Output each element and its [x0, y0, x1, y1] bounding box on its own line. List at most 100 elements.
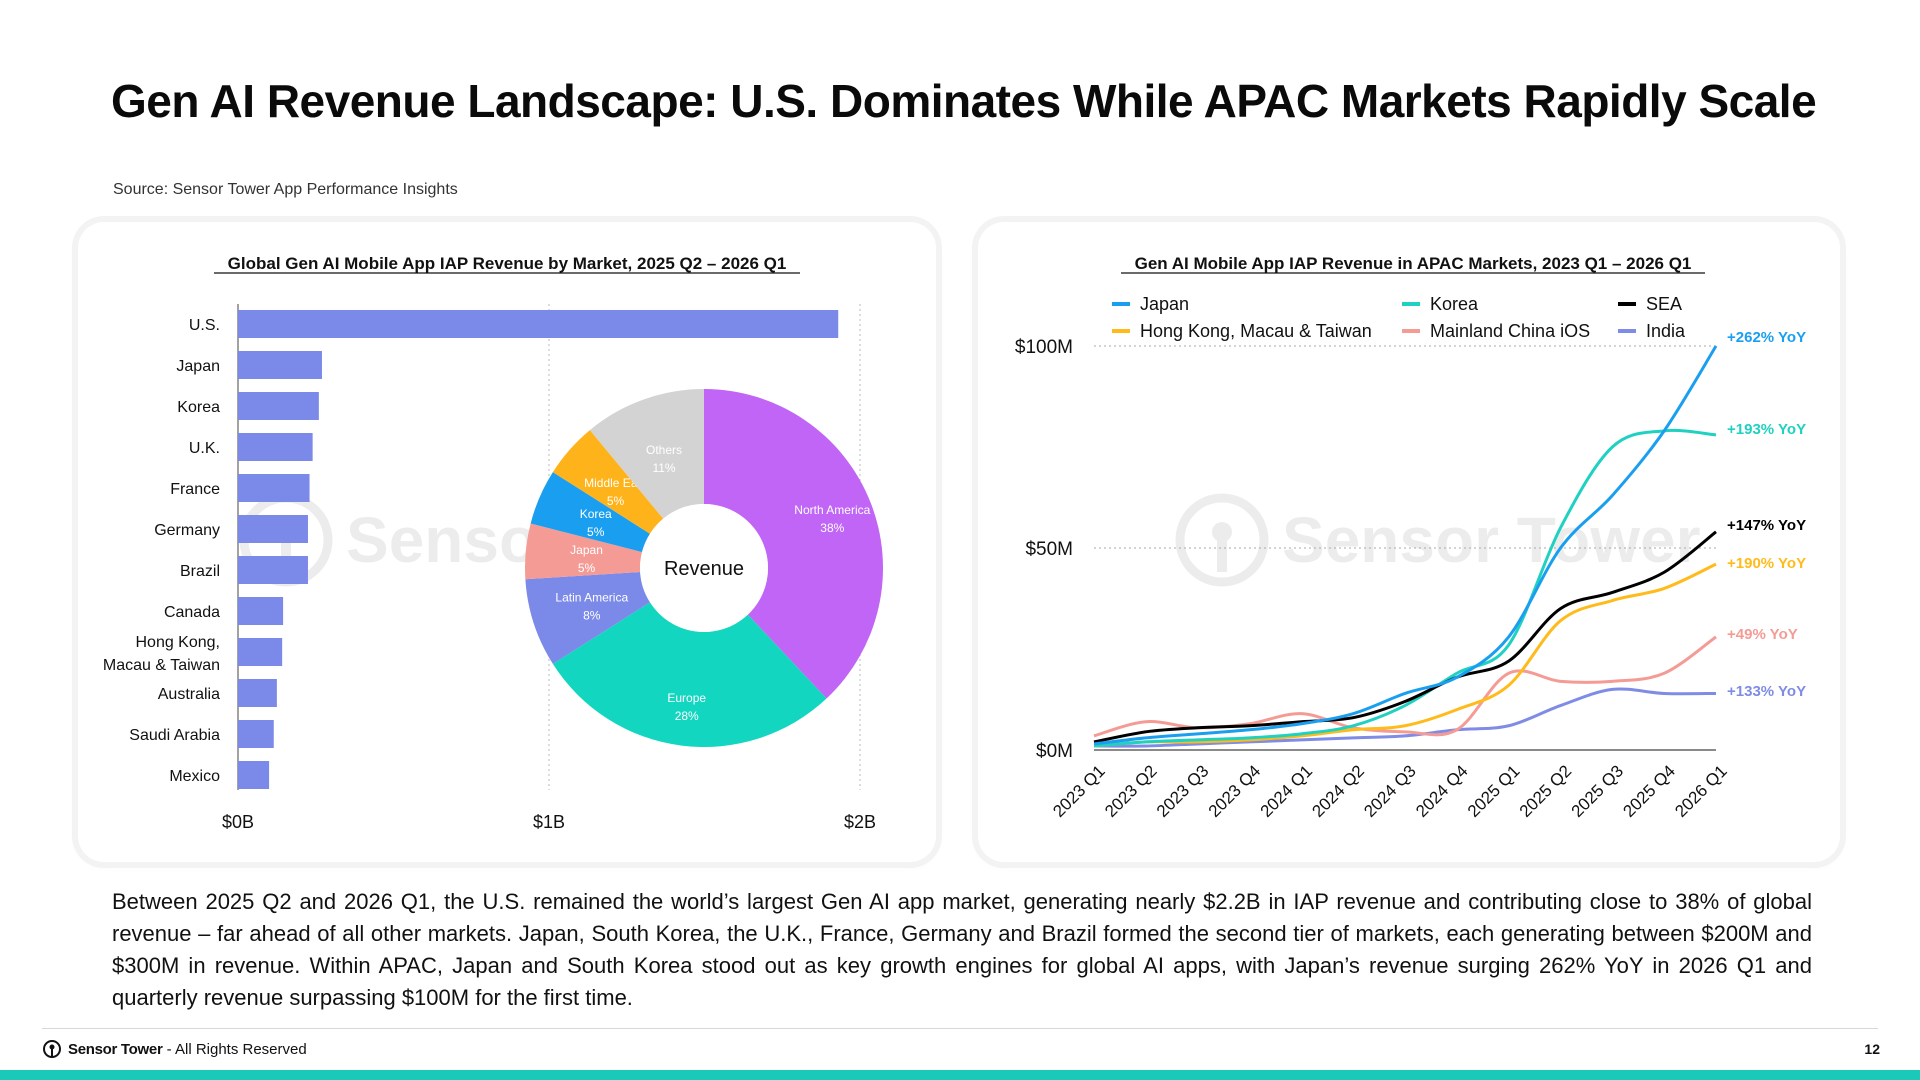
pie-slice-value: 11% [652, 461, 675, 475]
x-tick-label: 2024 Q3 [1360, 761, 1420, 821]
x-tick-label: 2024 Q4 [1412, 761, 1472, 821]
footer-rights: - All Rights Reserved [162, 1040, 307, 1058]
bar [238, 351, 322, 379]
legend-label: SEA [1646, 294, 1682, 314]
x-tick-label: 2024 Q1 [1257, 761, 1317, 821]
pie-slice-name: Latin America [555, 590, 628, 604]
pie-slice [552, 602, 827, 747]
watermark: Sensor Tower [1175, 493, 1700, 587]
x-tick-label: 2025 Q2 [1516, 761, 1576, 821]
bar-category-label: Canada [164, 604, 220, 621]
bar-x-tick-label: $2B [844, 812, 876, 832]
x-tick-label: 2025 Q1 [1464, 761, 1524, 821]
page-title: Gen AI Revenue Landscape: U.S. Dominates… [111, 75, 1817, 127]
bar [238, 515, 308, 543]
pie-slice-name: Japan [570, 543, 603, 557]
x-tick-label: 2023 Q1 [1049, 761, 1109, 821]
pie-slice-value: 5% [578, 561, 596, 575]
watermark-text: Sensor Tower [1282, 504, 1700, 576]
bar-category-label: U.K. [189, 440, 220, 457]
bar [238, 720, 274, 748]
pie-slice-value: 28% [675, 709, 699, 723]
bar-category-label: Germany [154, 522, 220, 539]
yoy-label: +193% YoY [1727, 421, 1806, 438]
x-tick-label: 2026 Q1 [1671, 761, 1731, 821]
bar-category-label: Macau & Taiwan [103, 657, 220, 674]
series-line [1093, 345, 1718, 746]
bar [238, 474, 310, 502]
bar [238, 597, 284, 625]
sensor-tower-logo-icon [43, 1040, 61, 1058]
x-tick-label: 2025 Q3 [1568, 761, 1628, 821]
summary-paragraph: Between 2025 Q2 and 2026 Q1, the U.S. re… [112, 889, 1812, 1010]
donut-hole [640, 504, 768, 632]
line-chart-title: Gen AI Mobile App IAP Revenue in APAC Ma… [1135, 254, 1692, 273]
bar-category-label: Hong Kong, [135, 634, 220, 651]
bottom-accent-bar [0, 1070, 1920, 1080]
global-revenue-chart: Sensor TowerGlobal Gen AI Mobile App IAP… [103, 254, 883, 832]
pie-slice-name: Korea [580, 507, 612, 521]
pie-slice [525, 523, 643, 580]
bar [238, 392, 319, 420]
bar [238, 556, 308, 584]
yoy-label: +147% YoY [1727, 517, 1806, 534]
page-number: 12 [1864, 1041, 1880, 1057]
series-line [1093, 428, 1717, 748]
x-tick-label: 2023 Q3 [1153, 761, 1213, 821]
bar [238, 433, 313, 461]
footer-divider [42, 1028, 1878, 1029]
donut-center-label: Revenue [664, 558, 744, 580]
pie-slice-value: 5% [607, 494, 625, 508]
pie-slice-value: 38% [820, 521, 844, 535]
x-tick-label: 2023 Q2 [1101, 761, 1161, 821]
bar [238, 638, 283, 666]
yoy-label: +49% YoY [1727, 626, 1798, 643]
bar [238, 761, 270, 789]
legend-label: Korea [1430, 294, 1479, 314]
bar-category-label: U.S. [189, 317, 220, 334]
pie-slice [552, 430, 664, 534]
footer-brand: Sensor Tower [68, 1040, 163, 1058]
pie-slice [704, 389, 883, 699]
global-revenue-panel: Sensor TowerGlobal Gen AI Mobile App IAP… [78, 222, 936, 862]
legend-label: Mainland China iOS [1430, 321, 1590, 341]
series-line [1093, 562, 1717, 748]
bar-x-tick-label: $0B [222, 812, 254, 832]
legend-label: India [1646, 321, 1686, 341]
legend-label: Japan [1140, 294, 1189, 314]
bar-category-label: France [170, 481, 220, 498]
apac-revenue-chart: Sensor Tower Gen AI Mobile App IAP Revenu… [1015, 254, 1806, 821]
source-note: Source: Sensor Tower App Performance Ins… [113, 181, 458, 198]
bar-category-label: Australia [158, 686, 220, 703]
pie-slice-name: Others [646, 443, 682, 457]
yoy-label: +133% YoY [1727, 683, 1806, 700]
pie-slice-name: North America [794, 503, 870, 517]
yoy-label: +190% YoY [1727, 555, 1806, 572]
watermark-icon-stem [1217, 540, 1227, 572]
bar [238, 679, 277, 707]
yoy-label: +262% YoY [1727, 329, 1806, 346]
pie-slice-name: Europe [667, 691, 706, 705]
y-tick-label: $0M [1036, 741, 1073, 762]
x-tick-label: 2023 Q4 [1205, 761, 1265, 821]
pie-slice-value: 5% [587, 525, 605, 539]
bar-x-tick-label: $1B [533, 812, 565, 832]
bar-category-label: Brazil [180, 563, 220, 580]
bar [238, 310, 839, 338]
watermark-icon [1175, 493, 1269, 587]
series-line [1093, 687, 1717, 748]
series-line [1093, 530, 1717, 744]
pie-slice [589, 389, 704, 519]
bar-category-label: Korea [177, 399, 220, 416]
y-tick-label: $100M [1015, 337, 1073, 358]
watermark-icon-dot [1212, 522, 1232, 542]
legend-label: Hong Kong, Macau & Taiwan [1140, 321, 1372, 341]
series-line [1093, 635, 1717, 738]
apac-revenue-panel: Sensor Tower Gen AI Mobile App IAP Revenu… [978, 222, 1840, 862]
bar-category-label: Mexico [169, 768, 220, 785]
pie-slice-value: 8% [583, 608, 601, 622]
bar-category-label: Japan [176, 358, 220, 375]
bar-category-label: Saudi Arabia [129, 727, 220, 744]
y-tick-label: $50M [1025, 539, 1073, 560]
footer-logo: Sensor Tower - All Rights Reserved [42, 1039, 307, 1059]
